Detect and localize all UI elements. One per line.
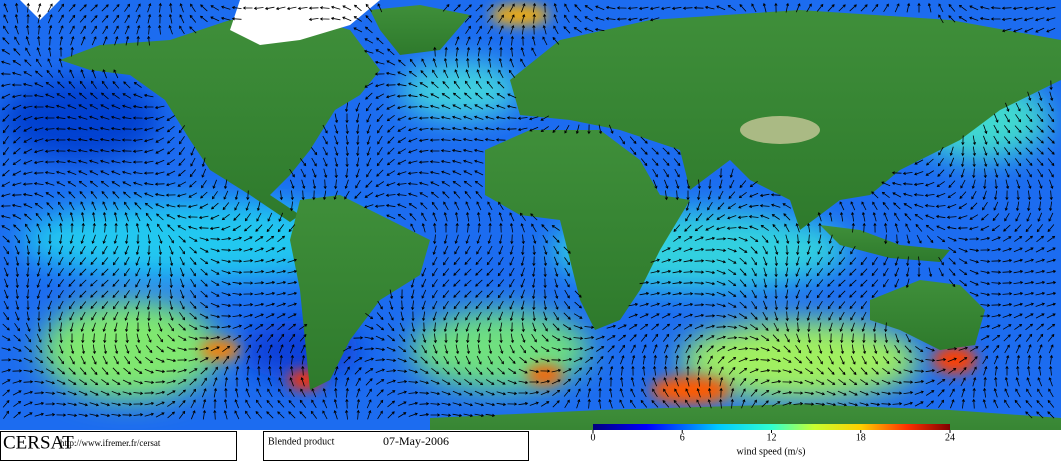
colorbar-label: wind speed (m/s) bbox=[737, 446, 806, 457]
wind-arrows bbox=[0, 2, 1057, 420]
plateau bbox=[740, 116, 820, 144]
product-box bbox=[263, 431, 529, 461]
colorbar bbox=[593, 424, 950, 430]
product: Blended product bbox=[268, 436, 335, 447]
url: http://www.ifremer.fr/cersat bbox=[60, 438, 161, 448]
logo-box bbox=[0, 431, 237, 461]
colorbar-tick-label: 12 bbox=[767, 432, 777, 443]
colorbar-tick-label: 24 bbox=[945, 432, 955, 443]
logo: CERSAT bbox=[3, 432, 74, 453]
colorbar-tick-label: 18 bbox=[856, 432, 866, 443]
date: 07-May-2006 bbox=[383, 434, 449, 448]
colorbar-tick-label: 6 bbox=[680, 432, 685, 443]
colorbar-tick-label: 0 bbox=[591, 432, 596, 443]
ice bbox=[20, 0, 380, 45]
